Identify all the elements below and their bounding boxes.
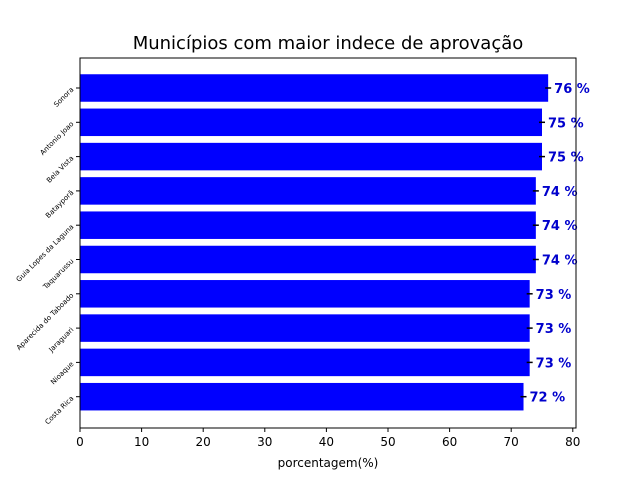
category-label-8: Nioaque	[49, 360, 75, 386]
bar-5	[80, 245, 536, 274]
bar-2	[80, 142, 542, 171]
data-label-5: 74 %	[542, 254, 578, 269]
category-label-3: Batayporã	[44, 189, 75, 220]
plot-frame	[79, 57, 577, 429]
x-tick-label-0: 0	[76, 435, 84, 449]
x-tick-label-6: 60	[442, 435, 457, 449]
category-label-6: Aparecida do Taboado	[15, 292, 75, 352]
x-axis-label: porcentagem(%)	[278, 456, 379, 470]
category-label-2: Bela Vista	[45, 154, 75, 184]
bar-0	[80, 74, 549, 102]
data-label-7: 73 %	[536, 322, 572, 337]
data-label-8: 73 %	[536, 356, 572, 371]
data-label-6: 73 %	[536, 288, 572, 303]
x-tick-label-1: 10	[134, 435, 149, 449]
data-label-9: 72 %	[530, 391, 566, 406]
bar-4	[80, 211, 536, 239]
chart-title: Municípios com maior indece de aprovação	[133, 33, 524, 54]
x-tick-labels: 0 10 20 30 40 50 60 70 80	[76, 428, 580, 449]
data-label-3: 74 %	[542, 185, 578, 200]
category-label-4: Guia Lopes da Laguna	[15, 223, 76, 284]
category-label-1: Antonio Joao	[39, 120, 76, 157]
bar-7	[80, 314, 530, 342]
category-label-9: Costa Rica	[44, 394, 76, 426]
x-tick-label-3: 30	[257, 435, 272, 449]
bars-group: 76 % 75 % 75 % 74 % 74 % 74 % 73 % 73 % 73 % 72 %	[80, 74, 590, 411]
bar-8	[80, 348, 530, 377]
category-label-5: Taquarussu	[41, 257, 75, 291]
x-tick-label-5: 50	[380, 435, 395, 449]
bar-1	[80, 108, 542, 137]
bar-9	[80, 382, 524, 411]
data-label-1: 75 %	[548, 116, 584, 131]
bar-3	[80, 177, 536, 205]
x-tick-label-2: 20	[196, 435, 211, 449]
category-label-7: Jaraguari	[47, 326, 76, 355]
x-tick-label-4: 40	[319, 435, 334, 449]
data-label-0: 76 %	[554, 82, 590, 97]
data-label-4: 74 %	[542, 219, 578, 234]
x-tick-label-7: 70	[504, 435, 519, 449]
data-label-2: 75 %	[548, 151, 584, 166]
bar-6	[80, 280, 530, 308]
category-label-0: Sonora	[52, 86, 75, 109]
x-tick-label-8: 80	[565, 435, 580, 449]
